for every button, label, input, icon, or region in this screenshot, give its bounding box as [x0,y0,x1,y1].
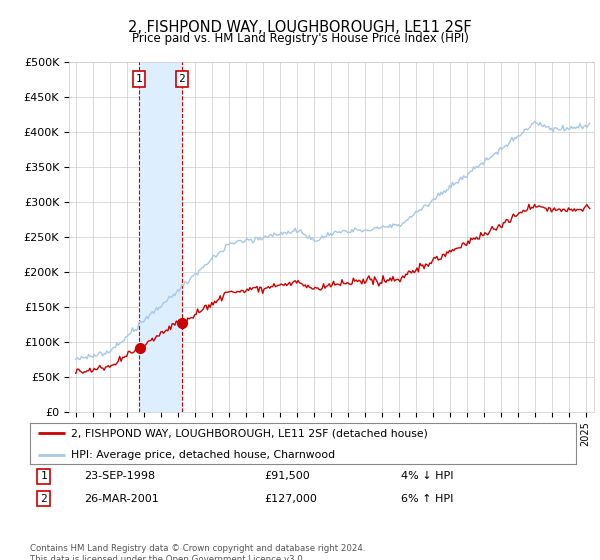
Text: 4% ↓ HPI: 4% ↓ HPI [401,472,454,481]
Text: £91,500: £91,500 [265,472,311,481]
Text: £127,000: £127,000 [265,494,317,503]
Text: 2, FISHPOND WAY, LOUGHBOROUGH, LE11 2SF (detached house): 2, FISHPOND WAY, LOUGHBOROUGH, LE11 2SF … [71,428,428,438]
Text: 6% ↑ HPI: 6% ↑ HPI [401,494,454,503]
Text: 26-MAR-2001: 26-MAR-2001 [85,494,160,503]
Text: Price paid vs. HM Land Registry's House Price Index (HPI): Price paid vs. HM Land Registry's House … [131,32,469,45]
Text: Contains HM Land Registry data © Crown copyright and database right 2024.
This d: Contains HM Land Registry data © Crown c… [30,544,365,560]
Text: 23-SEP-1998: 23-SEP-1998 [85,472,156,481]
Text: 1: 1 [40,472,47,481]
Text: 2: 2 [178,74,185,84]
Text: HPI: Average price, detached house, Charnwood: HPI: Average price, detached house, Char… [71,450,335,460]
Bar [139,62,182,412]
Text: 2: 2 [40,494,47,503]
Text: 1: 1 [136,74,143,84]
Text: 2, FISHPOND WAY, LOUGHBOROUGH, LE11 2SF: 2, FISHPOND WAY, LOUGHBOROUGH, LE11 2SF [128,20,472,35]
